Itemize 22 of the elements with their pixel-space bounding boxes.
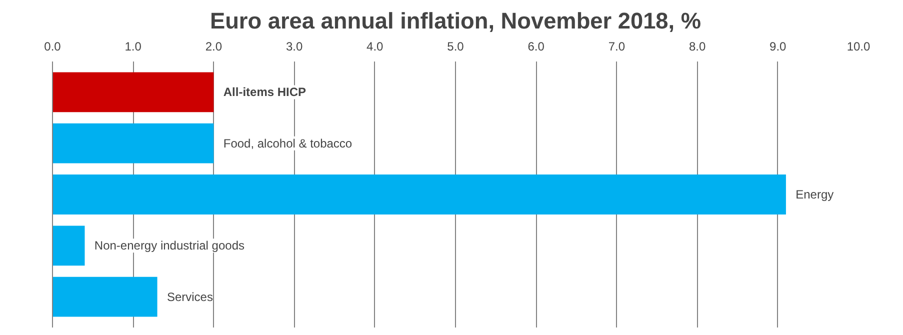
x-tick-label: 8.0	[688, 40, 706, 54]
x-tick-label: 10.0	[846, 40, 871, 54]
y-tick-label: Non-energy industrial goods	[94, 238, 245, 253]
chart-title: Euro area annual inflation, November 2018, %	[210, 8, 702, 34]
x-tick-label: 9.0	[770, 40, 787, 54]
x-tick-label: 6.0	[528, 40, 545, 54]
x-tick-label: 4.0	[366, 40, 384, 54]
y-tick-label: Food, alcohol & tobacco	[223, 136, 352, 150]
x-tick-label: 7.0	[608, 40, 626, 54]
x-tick-label: 0.0	[44, 40, 62, 54]
x-tick-label: 1.0	[124, 40, 142, 54]
bar	[52, 226, 85, 266]
x-tick-label: 3.0	[286, 40, 303, 54]
x-tick-label: 2.0	[205, 40, 222, 54]
bar	[52, 174, 786, 214]
y-tick-label: Services	[166, 290, 213, 304]
bar	[52, 72, 214, 112]
y-tick-label: Energy	[796, 188, 834, 202]
y-tick-label: All-items HICP	[223, 85, 306, 100]
bar	[52, 276, 158, 317]
x-tick-label: 5.0	[447, 40, 464, 54]
bar	[52, 123, 214, 164]
